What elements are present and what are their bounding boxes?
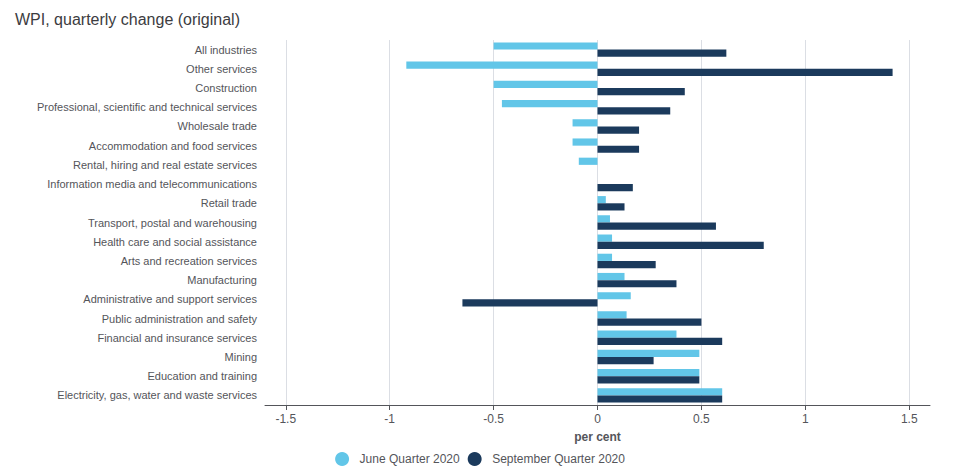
svg-text:Mining: Mining: [225, 351, 257, 363]
svg-text:Administrative and support ser: Administrative and support services: [83, 293, 257, 305]
svg-text:September Quarter 2020: September Quarter 2020: [492, 452, 625, 466]
svg-text:Information media and telecomm: Information media and telecommunications: [47, 178, 257, 190]
svg-text:Electricity, gas, water and wa: Electricity, gas, water and waste servic…: [57, 389, 257, 401]
svg-text:-0.5: -0.5: [483, 412, 504, 426]
svg-text:Arts and recreation services: Arts and recreation services: [121, 255, 258, 267]
svg-text:Financial and insurance servic: Financial and insurance services: [97, 332, 257, 344]
svg-text:Professional, scientific and t: Professional, scientific and technical s…: [37, 101, 258, 113]
svg-text:Health care and social assista: Health care and social assistance: [93, 236, 257, 248]
svg-text:Retail trade: Retail trade: [201, 197, 257, 209]
svg-text:Accommodation and food service: Accommodation and food services: [89, 140, 258, 152]
svg-text:Rental, hiring and real estate: Rental, hiring and real estate services: [73, 159, 258, 171]
svg-text:-1: -1: [384, 412, 395, 426]
svg-text:Transport, postal and warehous: Transport, postal and warehousing: [88, 217, 257, 229]
svg-text:Education and training: Education and training: [148, 370, 257, 382]
svg-text:1: 1: [802, 412, 809, 426]
svg-text:per cent: per cent: [574, 430, 621, 444]
svg-text:0: 0: [594, 412, 601, 426]
svg-text:Other services: Other services: [186, 63, 257, 75]
svg-text:1.5: 1.5: [901, 412, 918, 426]
svg-text:Wholesale trade: Wholesale trade: [178, 120, 258, 132]
svg-text:Construction: Construction: [195, 82, 257, 94]
svg-text:WPI, quarterly change (origina: WPI, quarterly change (original): [15, 11, 240, 28]
svg-text:All industries: All industries: [195, 44, 258, 56]
svg-text:June Quarter 2020: June Quarter 2020: [360, 452, 460, 466]
svg-text:Public administration and safe: Public administration and safety: [102, 313, 258, 325]
svg-text:0.5: 0.5: [693, 412, 710, 426]
svg-text:Manufacturing: Manufacturing: [187, 274, 257, 286]
svg-text:-1.5: -1.5: [275, 412, 296, 426]
